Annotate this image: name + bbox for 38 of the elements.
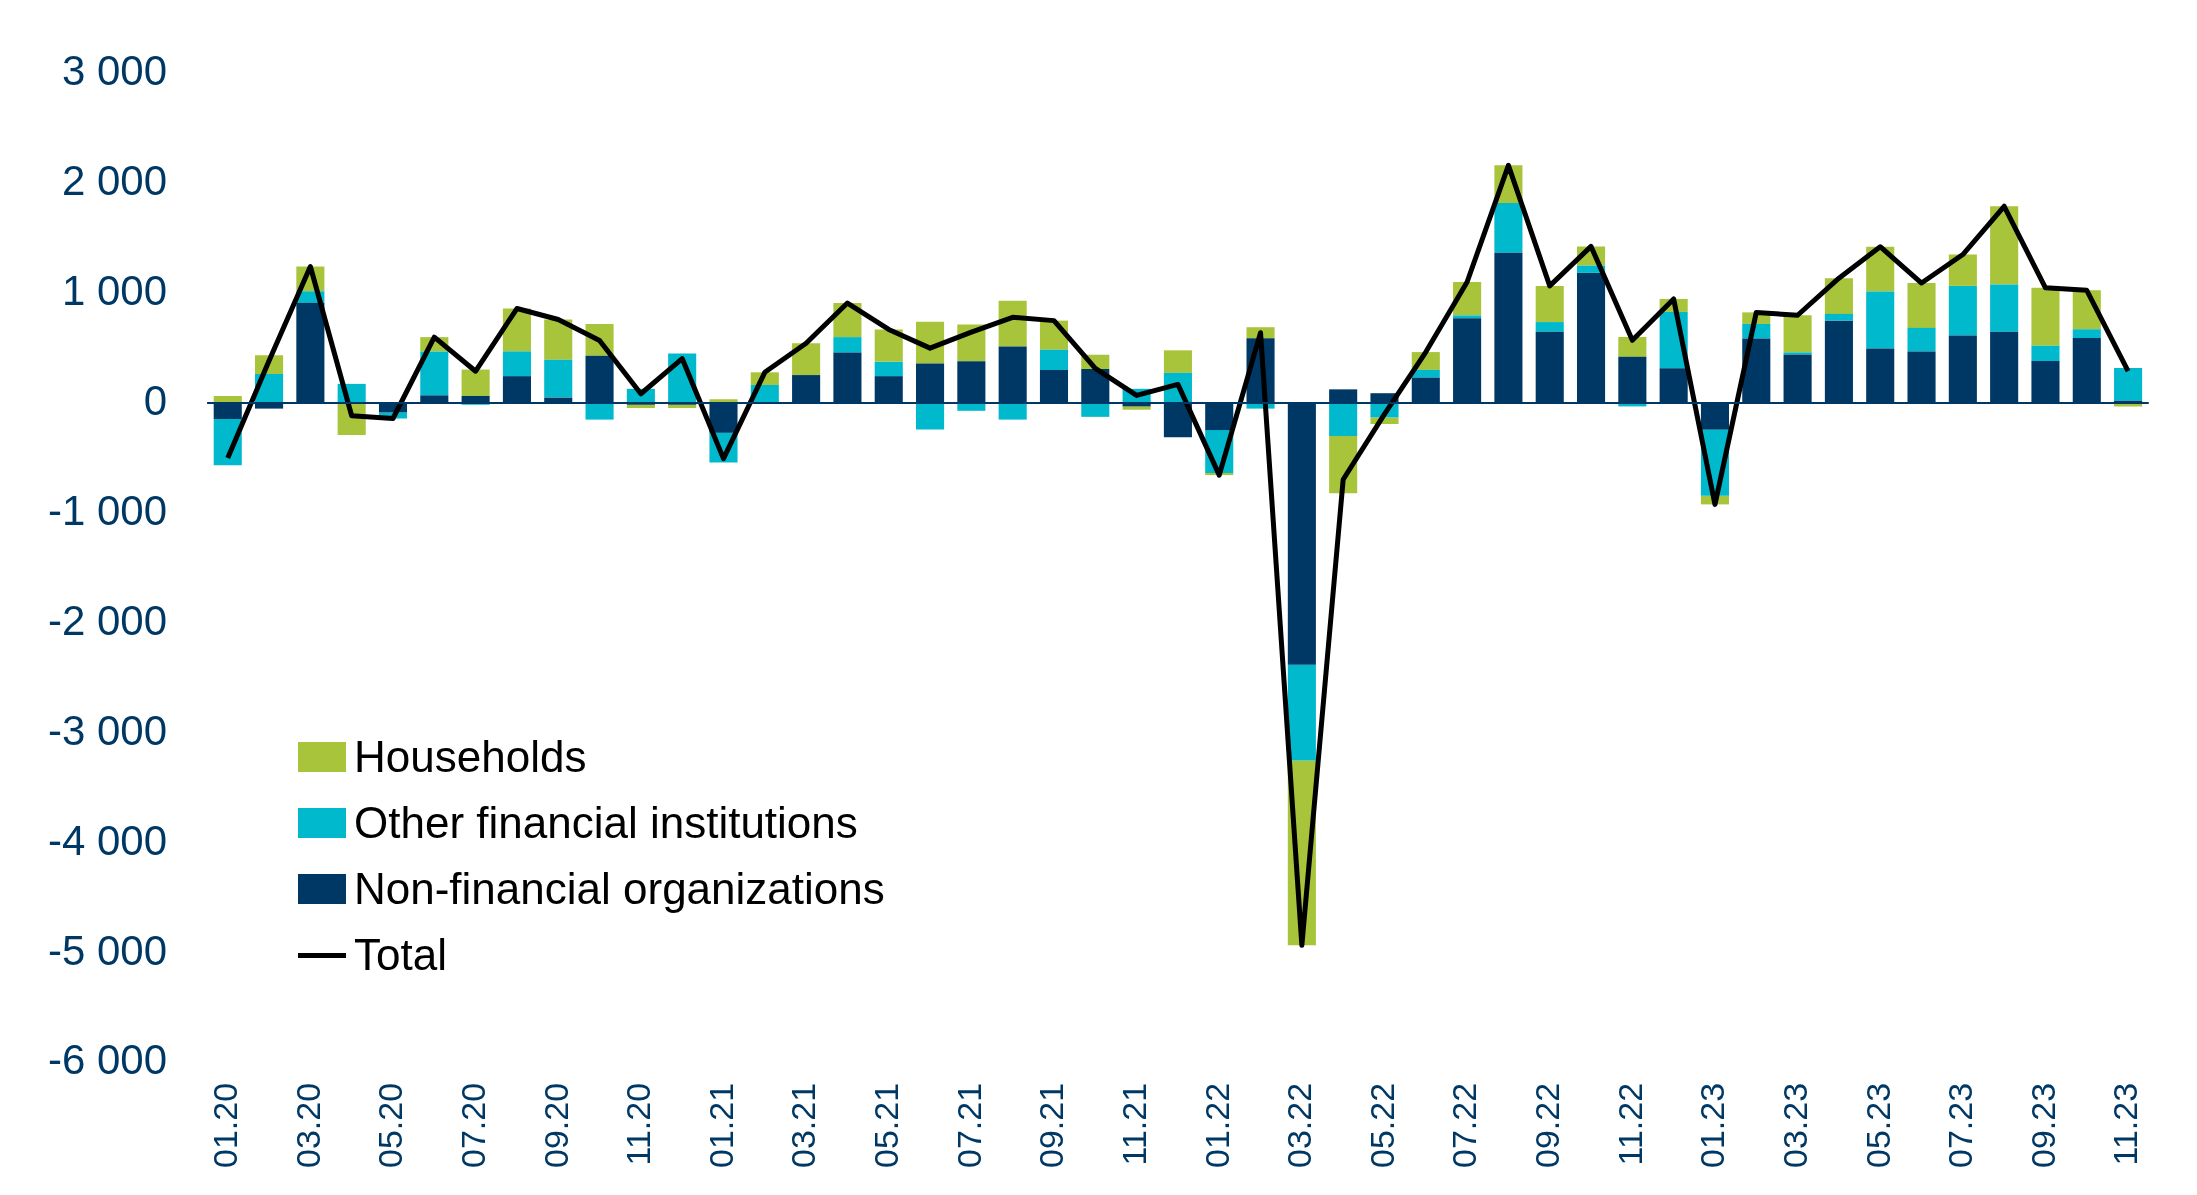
- legend-label: Total: [354, 929, 447, 981]
- x-tick-label: 11.23: [2106, 1082, 2145, 1166]
- y-tick-label: -2 000: [48, 596, 168, 644]
- x-tick-label: 03.23: [1775, 1082, 1814, 1169]
- x-tick-label: 11.20: [619, 1082, 658, 1166]
- x-tick-label: 01.22: [1197, 1082, 1236, 1169]
- y-tick-label: 3 000: [61, 46, 168, 94]
- y-tick-label: -3 000: [48, 706, 168, 754]
- x-tick-label: 11.21: [1114, 1082, 1153, 1166]
- x-tick-label: 09.22: [1528, 1082, 1567, 1169]
- x-tick-label: 01.20: [206, 1082, 245, 1169]
- x-tick-label: 05.22: [1362, 1082, 1401, 1169]
- x-tick-label: 03.21: [784, 1082, 823, 1169]
- x-tick-label: 03.20: [288, 1082, 327, 1169]
- x-tick-label: 07.22: [1445, 1082, 1484, 1169]
- x-tick-label: 09.20: [536, 1082, 575, 1169]
- y-tick-label: 2 000: [61, 156, 168, 204]
- x-tick-label: 07.23: [1941, 1082, 1980, 1169]
- legend-label: Households: [354, 731, 587, 783]
- y-tick-label: 0: [143, 376, 168, 424]
- y-tick-label: -6 000: [48, 1036, 168, 1084]
- x-tick-label: 03.22: [1280, 1082, 1319, 1169]
- y-tick-label: -5 000: [48, 926, 168, 974]
- y-tick-label: 1 000: [61, 266, 168, 314]
- x-tick-label: 11.22: [1610, 1082, 1649, 1166]
- x-tick-label: 05.23: [1858, 1082, 1897, 1169]
- x-tick-label: 07.21: [949, 1082, 988, 1169]
- y-tick-label: -1 000: [48, 486, 168, 534]
- x-tick-label: 05.21: [867, 1082, 906, 1169]
- x-tick-label: 01.21: [701, 1082, 740, 1169]
- x-tick-label: 09.23: [2023, 1082, 2062, 1169]
- x-tick-label: 01.23: [1693, 1082, 1732, 1169]
- y-tick-label: -4 000: [48, 816, 168, 864]
- legend-label: Non-financial organizations: [354, 863, 885, 915]
- x-tick-label: 09.21: [1032, 1082, 1071, 1169]
- x-tick-label: 07.20: [453, 1082, 492, 1169]
- x-tick-label: 05.20: [371, 1082, 410, 1169]
- legend-label: Other financial institutions: [354, 797, 858, 849]
